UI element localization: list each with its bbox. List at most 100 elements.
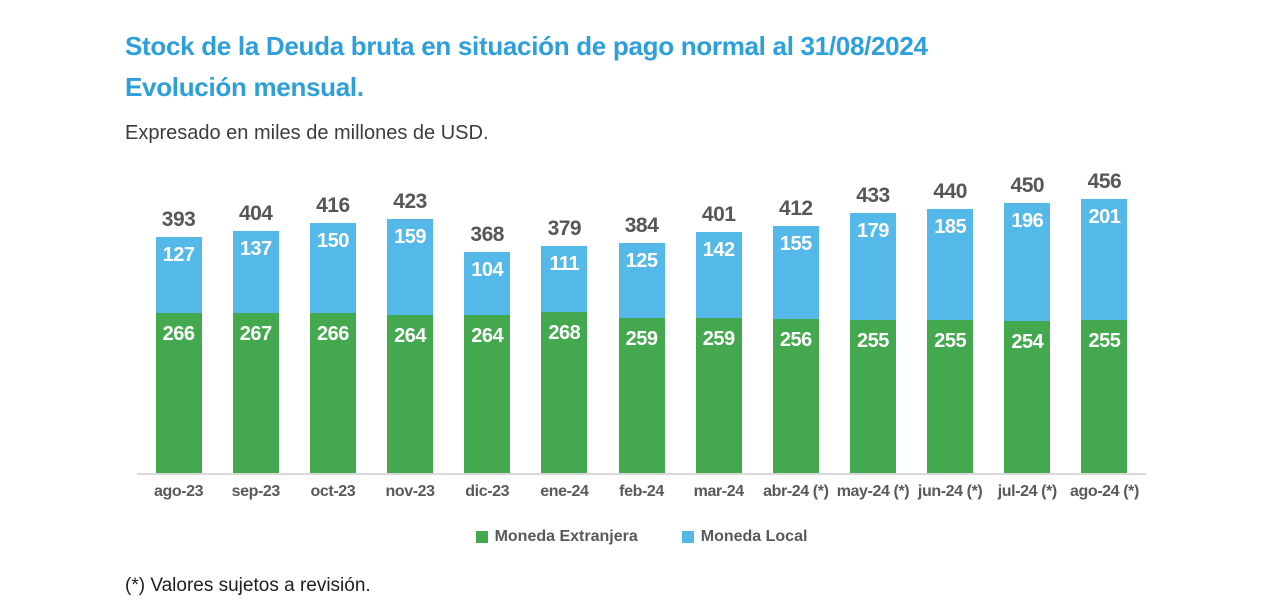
bar-column: 433 179 255 [834,184,911,473]
bar-stack: 155 256 [772,226,819,473]
segment-moneda-extranjera: 255 [849,320,896,473]
segment-value-label: 266 [162,323,195,346]
bar-column: 416 150 266 [294,194,371,473]
bar-stack: 185 255 [927,209,974,473]
bar-stack: 196 254 [1004,203,1051,473]
segment-moneda-local: 159 [387,219,434,315]
total-value-label: 393 [161,208,196,232]
bar-stack: 111 268 [541,245,588,473]
bar-stack: 125 259 [618,242,665,473]
x-axis-tick-label: ago-24 (*) [1070,483,1139,500]
segment-moneda-local: 137 [232,230,279,313]
segment-value-label: 259 [702,327,735,350]
segment-moneda-local: 150 [309,223,356,314]
bar-column: 440 185 255 [912,180,989,473]
chart-subtitle: Expresado en miles de millones de USD. [125,122,489,144]
bar-stack: 159 264 [387,219,434,473]
bar-column: 412 155 256 [757,197,834,473]
x-axis-tick-label: nov-23 [385,483,435,500]
x-axis-tick-label: ago-23 [153,483,204,500]
x-axis-labels: ago-23 sep-23 oct-23 nov-23 dic-23 ene-24 feb-… [140,483,1143,501]
x-axis-tick-label: mar-24 [693,483,744,500]
total-value-label: 401 [701,203,736,227]
bar-stack: 179 255 [849,212,896,473]
x-axis-tick-label: dic-23 [465,483,510,500]
segment-moneda-local: 196 [1004,203,1051,321]
bar-column: 393 127 266 [140,208,217,473]
segment-moneda-local: 185 [927,209,974,320]
segment-value-label: 142 [702,239,735,262]
bar-column: 404 137 267 [217,202,294,473]
segment-value-label: 264 [471,324,504,347]
segment-moneda-extranjera: 266 [155,313,202,473]
segment-value-label: 256 [779,329,812,352]
segment-value-label: 155 [779,233,812,256]
segment-value-label: 255 [934,330,967,352]
segment-value-label: 127 [162,244,195,267]
chart-title-line2: Evolución mensual. [125,72,364,102]
chart-title: Stock de la Deuda bruta en situación de … [125,26,1125,108]
segment-value-label: 201 [1088,206,1121,229]
segment-value-label: 179 [857,219,889,242]
segment-moneda-extranjera: 266 [309,313,356,473]
total-value-label: 384 [624,213,659,237]
segment-value-label: 185 [934,216,967,238]
segment-moneda-local: 127 [155,237,202,314]
segment-moneda-extranjera: 268 [541,312,588,473]
segment-moneda-local: 111 [541,245,588,313]
segment-moneda-extranjera: 256 [772,319,819,473]
segment-value-label: 255 [857,330,889,352]
bar-columns: 393 127 266 404 137 267 416 150 266 423 159 264 368 1… [140,163,1143,473]
bar-column: 450 196 254 [989,174,1066,473]
bar-column: 456 201 255 [1066,170,1143,473]
x-axis-tick-label: may-24 (*) [836,483,910,500]
segment-value-label: 266 [316,323,349,346]
stacked-bar-chart: 393 127 266 404 137 267 416 150 266 423 159 264 368 1… [137,163,1146,475]
segment-value-label: 264 [394,324,426,347]
segment-moneda-extranjera: 264 [464,314,511,473]
legend-item-extranjera: Moneda Extranjera [475,528,638,546]
x-axis-tick-label: jul-24 (*) [997,483,1058,500]
legend-swatch-local-icon [681,531,694,543]
segment-moneda-extranjera: 267 [232,312,279,473]
segment-value-label: 137 [239,237,272,260]
footnote: (*) Valores sujetos a revisión. [125,575,371,596]
total-value-label: 416 [316,194,350,218]
segment-moneda-local: 179 [849,212,896,320]
segment-value-label: 159 [394,226,426,249]
total-value-label: 404 [238,201,273,225]
segment-value-label: 255 [1088,330,1121,352]
bar-stack: 137 267 [232,230,279,473]
total-value-label: 440 [933,180,967,203]
total-value-label: 456 [1087,170,1122,194]
segment-moneda-extranjera: 254 [1004,320,1051,473]
segment-moneda-local: 125 [618,242,665,318]
bar-stack: 104 264 [464,252,511,473]
total-value-label: 379 [547,216,582,240]
bar-stack: 142 259 [695,232,742,473]
legend-item-local: Moneda Local [681,528,808,546]
bar-column: 379 111 268 [526,217,603,473]
x-axis-tick-label: ene-24 [540,483,589,500]
segment-value-label: 150 [316,230,349,253]
segment-moneda-extranjera: 255 [1081,320,1128,473]
segment-value-label: 267 [239,322,272,345]
x-axis-tick-label: jun-24 (*) [917,483,983,500]
segment-value-label: 268 [548,322,581,345]
legend-label-extranjera: Moneda Extranjera [494,528,638,545]
x-axis-line [137,473,1146,475]
total-value-label: 423 [393,190,427,214]
x-axis-tick-label: sep-23 [231,483,281,500]
bar-stack: 150 266 [309,223,356,473]
segment-moneda-local: 155 [772,226,819,320]
segment-moneda-extranjera: 264 [387,314,434,473]
total-value-label: 368 [470,223,504,247]
chart-title-line1: Stock de la Deuda bruta en situación de … [125,31,928,61]
x-axis-tick-label: feb-24 [619,483,664,500]
bar-column: 384 125 259 [603,214,680,473]
bar-column: 368 104 264 [449,223,526,473]
legend-swatch-extranjera-icon [475,531,488,543]
legend-label-local: Moneda Local [700,528,808,545]
legend: Moneda Extranjera Moneda Local [140,528,1143,546]
